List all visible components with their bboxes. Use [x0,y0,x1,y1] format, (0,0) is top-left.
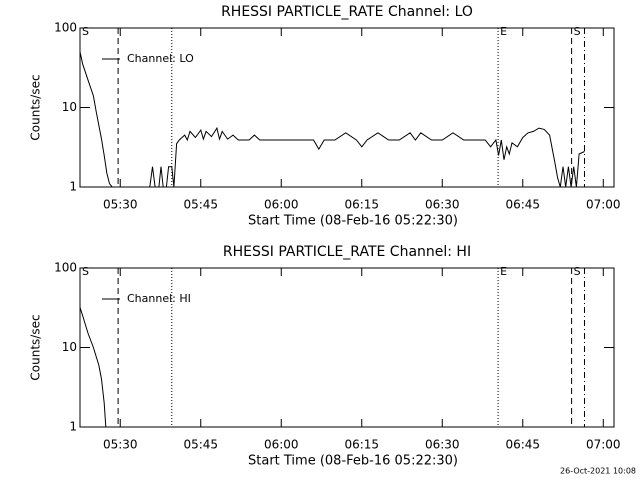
x-tick-label: 06:15 [344,438,379,452]
x-tick-label: 07:00 [586,438,621,452]
chart-title: RHESSI PARTICLE_RATE Channel: LO [221,4,473,20]
event-label: S [82,25,89,38]
y-tick-label: 100 [54,261,77,275]
data-line [79,307,107,428]
event-label: S [574,25,581,38]
x-axis-label: Start Time (08-Feb-16 05:22:30) [248,454,458,469]
chart-title: RHESSI PARTICLE_RATE Channel: HI [223,244,471,260]
x-tick-label: 06:45 [505,198,540,212]
x-tick-label: 05:45 [183,438,218,452]
x-tick-label: 06:15 [344,198,379,212]
y-tick-label: 100 [54,21,77,35]
y-tick-label: 10 [62,340,77,354]
event-label: S [82,265,89,278]
y-tick-label: 1 [69,180,77,194]
y-tick-label: 10 [62,100,77,114]
x-axis-label: Start Time (08-Feb-16 05:22:30) [248,214,458,229]
x-tick-label: 05:30 [103,198,138,212]
x-tick-label: 06:30 [425,198,460,212]
x-tick-label: 05:45 [183,198,218,212]
x-tick-label: 06:00 [264,438,299,452]
legend-label: Channel: LO [127,52,194,65]
legend-label: Channel: HI [127,292,191,305]
y-axis-label: Counts/sec [29,74,43,140]
y-tick-label: 1 [69,420,77,434]
x-tick-label: 06:00 [264,198,299,212]
data-line [79,51,585,188]
x-tick-label: 06:30 [425,438,460,452]
y-axis-label: Counts/sec [29,314,43,380]
event-label: E [500,25,507,38]
x-tick-label: 06:45 [505,438,540,452]
event-label: S [574,265,581,278]
event-label: E [500,265,507,278]
x-tick-label: 07:00 [586,198,621,212]
x-tick-label: 05:30 [103,438,138,452]
footer: 26-Oct-2021 10:08 [560,467,636,476]
